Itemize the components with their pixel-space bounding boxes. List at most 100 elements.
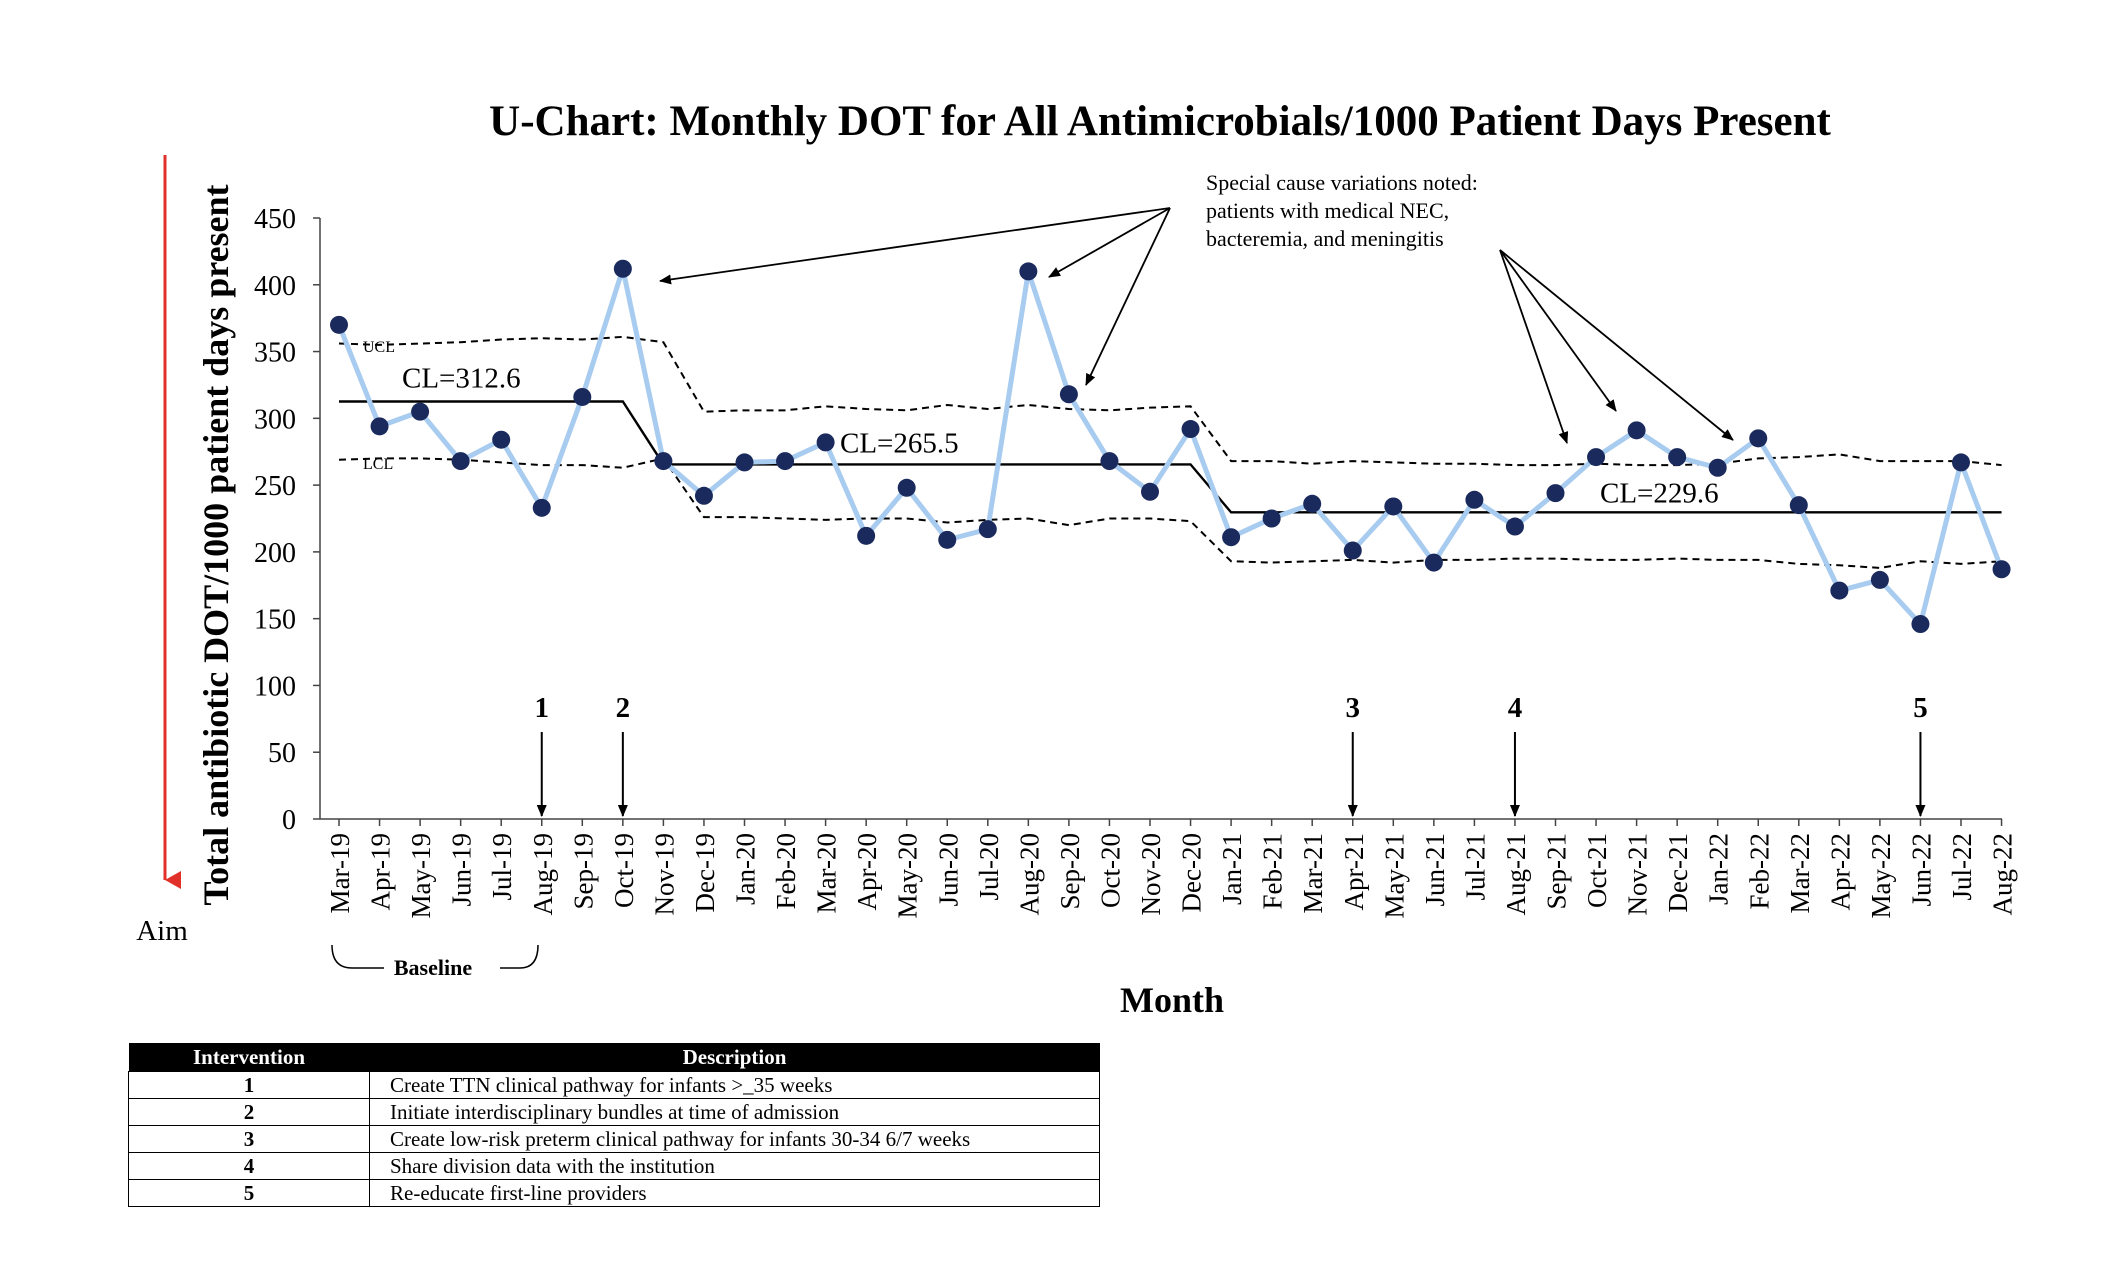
data-point bbox=[411, 402, 430, 421]
data-point bbox=[1100, 452, 1119, 471]
y-tick-label: 0 bbox=[282, 805, 296, 836]
data-point bbox=[573, 387, 592, 406]
x-tick-label: Jan-22 bbox=[1704, 833, 1734, 905]
x-tick-label: Feb-20 bbox=[771, 833, 801, 910]
table-row: 5 Re-educate first-line providers bbox=[128, 1179, 1100, 1207]
center-line-label: CL=229.6 bbox=[1600, 477, 1719, 509]
data-point bbox=[330, 315, 348, 334]
table-cell-description: Share division data with the institution bbox=[369, 1152, 1100, 1180]
chart-title: U-Chart: Monthly DOT for All Antimicrobi… bbox=[489, 98, 1831, 145]
data-point bbox=[532, 498, 551, 517]
lcl-label: LCL bbox=[363, 456, 393, 473]
x-tick-label: Jan-21 bbox=[1217, 833, 1247, 905]
y-tick-label: 200 bbox=[254, 538, 296, 569]
table-header-description: Description bbox=[369, 1043, 1100, 1072]
data-point bbox=[1587, 448, 1606, 467]
x-tick-label: Nov-20 bbox=[1136, 833, 1166, 916]
y-tick-label: 50 bbox=[268, 738, 296, 769]
x-tick-label: Dec-19 bbox=[690, 833, 720, 912]
x-tick-label: Jun-22 bbox=[1906, 833, 1936, 907]
x-tick-label: Nov-21 bbox=[1623, 833, 1653, 916]
data-point bbox=[1141, 482, 1159, 501]
data-point bbox=[1505, 517, 1524, 536]
table-cell-number: 2 bbox=[128, 1098, 370, 1126]
table-row: 4 Share division data with the instituti… bbox=[128, 1152, 1100, 1180]
table-row: 2 Initiate interdisciplinary bundles at … bbox=[128, 1098, 1100, 1126]
interventions-table: Intervention Description 1 Create TTN cl… bbox=[128, 1043, 1100, 1207]
y-tick-label: 150 bbox=[254, 605, 296, 636]
x-tick-label: Mar-20 bbox=[812, 833, 842, 913]
data-point bbox=[1952, 453, 1970, 472]
data-point bbox=[1627, 421, 1646, 440]
table-cell-number: 5 bbox=[128, 1179, 370, 1207]
data-point bbox=[897, 478, 916, 497]
data-point bbox=[1181, 420, 1200, 439]
data-point bbox=[978, 520, 997, 539]
data-point bbox=[613, 259, 632, 278]
x-tick-label: Apr-21 bbox=[1339, 833, 1369, 910]
y-tick-label: 400 bbox=[254, 271, 296, 302]
data-series bbox=[330, 259, 2011, 634]
baseline-bracket bbox=[331, 944, 539, 969]
annotation-arrow-sep20 bbox=[1085, 207, 1171, 386]
x-tick-label: Mar-22 bbox=[1785, 833, 1815, 913]
table-header-row: Intervention Description bbox=[128, 1043, 1100, 1072]
y-tick-label: 350 bbox=[254, 338, 296, 369]
intervention-number: 2 bbox=[616, 692, 631, 724]
data-point bbox=[776, 452, 795, 471]
x-tick-label: Jun-20 bbox=[933, 833, 963, 907]
data-point bbox=[1830, 581, 1849, 600]
special-cause-note-line-1: Special cause variations noted: bbox=[1206, 170, 1478, 195]
data-point bbox=[1424, 553, 1443, 572]
y-tick-label: 300 bbox=[254, 404, 296, 435]
y-tick-label: 100 bbox=[254, 671, 296, 702]
x-tick-label: Feb-22 bbox=[1744, 833, 1774, 910]
table-row: 3 Create low-risk preterm clinical pathw… bbox=[128, 1125, 1100, 1153]
table-cell-description: Re-educate first-line providers bbox=[369, 1179, 1100, 1207]
x-tick-label: Feb-21 bbox=[1258, 833, 1288, 910]
x-tick-label: Sep-21 bbox=[1542, 833, 1572, 910]
data-point bbox=[1303, 494, 1322, 513]
x-tick-label: May-19 bbox=[406, 833, 436, 918]
table-cell-description: Create TTN clinical pathway for infants … bbox=[369, 1071, 1100, 1099]
x-tick-label: Sep-19 bbox=[568, 833, 598, 910]
x-tick-label: May-20 bbox=[893, 833, 923, 918]
annotation-arrow-aug20 bbox=[1048, 207, 1171, 278]
annotation-arrow-nov21 bbox=[1499, 249, 1617, 412]
special-cause-note-line-2: patients with medical NEC, bbox=[1206, 198, 1449, 223]
table-header-intervention: Intervention bbox=[128, 1043, 370, 1072]
x-tick-label: Jul-19 bbox=[487, 833, 517, 901]
data-point bbox=[1789, 496, 1808, 515]
x-tick-label: Oct-20 bbox=[1095, 833, 1125, 908]
intervention-number: 4 bbox=[1508, 692, 1523, 724]
x-tick-label: Aug-20 bbox=[1014, 833, 1044, 916]
x-tick-label: Jul-22 bbox=[1947, 833, 1977, 901]
data-point bbox=[1222, 528, 1241, 547]
intervention-number: 3 bbox=[1346, 692, 1361, 724]
data-point bbox=[816, 433, 835, 452]
x-tick-label: Dec-20 bbox=[1177, 833, 1207, 912]
x-tick-label: Jul-21 bbox=[1460, 833, 1490, 901]
x-ticks: Mar-19 Apr-19 May-19 Jun-19 Jul-19 Aug-19 Sep-… bbox=[325, 819, 2018, 918]
x-tick-label: Aug-21 bbox=[1501, 833, 1531, 916]
intervention-markers: 1 2 3 4 5 bbox=[535, 692, 1928, 817]
table-cell-number: 3 bbox=[128, 1125, 370, 1153]
ucl-label: UCL bbox=[363, 339, 395, 356]
data-point bbox=[1708, 458, 1727, 477]
data-point bbox=[857, 526, 876, 545]
x-tick-label: Dec-21 bbox=[1663, 833, 1693, 912]
intervention-number: 5 bbox=[1913, 692, 1928, 724]
center-line-label: CL=312.6 bbox=[402, 363, 521, 395]
x-tick-label: Apr-20 bbox=[852, 833, 882, 910]
table-cell-description: Create low-risk preterm clinical pathway… bbox=[369, 1125, 1100, 1153]
x-tick-label: Jun-21 bbox=[1420, 833, 1450, 907]
x-tick-label: Aug-19 bbox=[528, 833, 558, 916]
data-point bbox=[1384, 497, 1403, 516]
data-point bbox=[1911, 615, 1930, 634]
table-row: 1 Create TTN clinical pathway for infant… bbox=[128, 1071, 1100, 1099]
aim-label: Aim bbox=[136, 915, 188, 947]
x-tick-label: Jun-19 bbox=[447, 833, 477, 907]
data-line bbox=[336, 266, 2004, 627]
x-tick-label: May-22 bbox=[1866, 833, 1896, 918]
